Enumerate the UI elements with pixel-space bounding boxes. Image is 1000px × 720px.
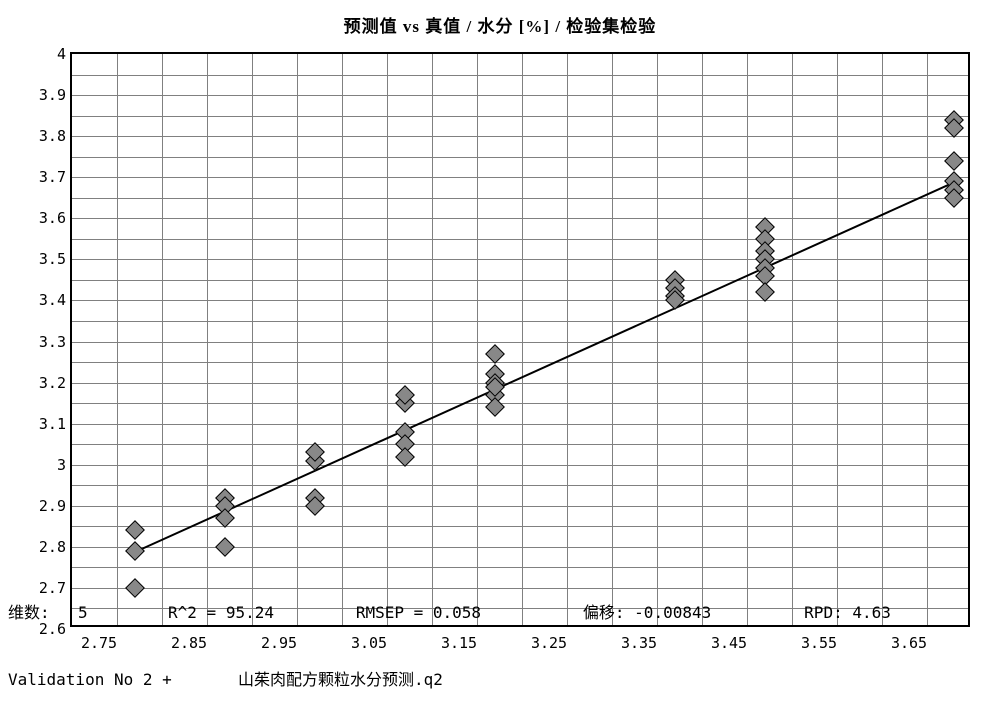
data-point xyxy=(485,344,505,364)
gridline-v xyxy=(702,54,703,625)
gridline-h xyxy=(72,198,968,199)
data-point xyxy=(395,447,415,467)
rpd-value: 4.63 xyxy=(852,602,891,624)
gridline-h xyxy=(72,95,968,96)
r2-value: 95.24 xyxy=(226,602,356,624)
gridline-h xyxy=(72,300,968,301)
gridline-h xyxy=(72,157,968,158)
gridline-v xyxy=(927,54,928,625)
y-tick-label: 3.7 xyxy=(24,168,66,186)
gridline-h xyxy=(72,424,968,425)
gridline-v xyxy=(882,54,883,625)
gridline-v xyxy=(567,54,568,625)
gridline-v xyxy=(387,54,388,625)
rpd-label: RPD: xyxy=(804,602,843,624)
gridline-h xyxy=(72,136,968,137)
gridline-v xyxy=(477,54,478,625)
y-tick-label: 3.4 xyxy=(24,291,66,309)
gridline-v xyxy=(342,54,343,625)
gridline-h xyxy=(72,444,968,445)
y-tick-label: 2.8 xyxy=(24,538,66,556)
gridline-h xyxy=(72,321,968,322)
model-filename: 山茱肉配方颗粒水分预测.q2 xyxy=(238,669,443,691)
gridline-h xyxy=(72,218,968,219)
gridline-h xyxy=(72,465,968,466)
data-point xyxy=(125,521,145,541)
rmsep-value: 0.058 xyxy=(433,602,583,624)
y-tick-label: 4 xyxy=(24,45,66,63)
plot-area: 2.752.852.953.053.153.253.353.453.553.65… xyxy=(70,52,970,627)
gridline-h xyxy=(72,259,968,260)
validation-label: Validation No 2 + xyxy=(8,669,238,691)
gridline-h xyxy=(72,485,968,486)
rmsep-label: RMSEP = xyxy=(356,602,423,624)
chart-footer: 维数: 5 R^2 = 95.24 RMSEP = 0.058 偏移: -0.0… xyxy=(8,557,891,714)
gridline-h xyxy=(72,526,968,527)
gridline-h xyxy=(72,239,968,240)
gridline-h xyxy=(72,547,968,548)
gridline-v xyxy=(837,54,838,625)
y-tick-label: 3 xyxy=(24,456,66,474)
y-tick-label: 2.9 xyxy=(24,497,66,515)
gridline-v xyxy=(432,54,433,625)
regression-line xyxy=(135,181,955,552)
gridline-v xyxy=(252,54,253,625)
gridline-v xyxy=(207,54,208,625)
gridline-h xyxy=(72,342,968,343)
data-point xyxy=(215,537,235,557)
dims-label: 维数: xyxy=(8,602,78,624)
gridline-v xyxy=(522,54,523,625)
gridline-h xyxy=(72,177,968,178)
gridline-h xyxy=(72,506,968,507)
gridline-v xyxy=(612,54,613,625)
gridline-v xyxy=(117,54,118,625)
dims-value: 5 xyxy=(78,602,168,624)
r2-label: R^2 = xyxy=(168,602,216,624)
gridline-v xyxy=(297,54,298,625)
gridline-h xyxy=(72,116,968,117)
gridline-h xyxy=(72,362,968,363)
gridline-v xyxy=(657,54,658,625)
y-tick-label: 3.5 xyxy=(24,250,66,268)
y-tick-label: 3.2 xyxy=(24,374,66,392)
bias-label: 偏移: xyxy=(583,602,625,624)
x-tick-label: 3.65 xyxy=(891,634,927,652)
y-tick-label: 3.1 xyxy=(24,415,66,433)
data-point xyxy=(485,397,505,417)
y-tick-label: 3.3 xyxy=(24,333,66,351)
y-tick-label: 3.9 xyxy=(24,86,66,104)
data-point xyxy=(755,282,775,302)
gridline-h xyxy=(72,280,968,281)
bias-value: -0.00843 xyxy=(634,602,804,624)
y-tick-label: 3.8 xyxy=(24,127,66,145)
data-point xyxy=(944,151,964,171)
data-point xyxy=(215,508,235,528)
gridline-h xyxy=(72,75,968,76)
gridline-h xyxy=(72,383,968,384)
chart-title: 预测值 vs 真值 / 水分 [%] / 检验集检验 xyxy=(0,0,1000,37)
y-tick-label: 3.6 xyxy=(24,209,66,227)
gridline-v xyxy=(747,54,748,625)
gridline-v xyxy=(792,54,793,625)
scatter-chart: 2.752.852.953.053.153.253.353.453.553.65… xyxy=(70,52,970,627)
gridline-h xyxy=(72,403,968,404)
